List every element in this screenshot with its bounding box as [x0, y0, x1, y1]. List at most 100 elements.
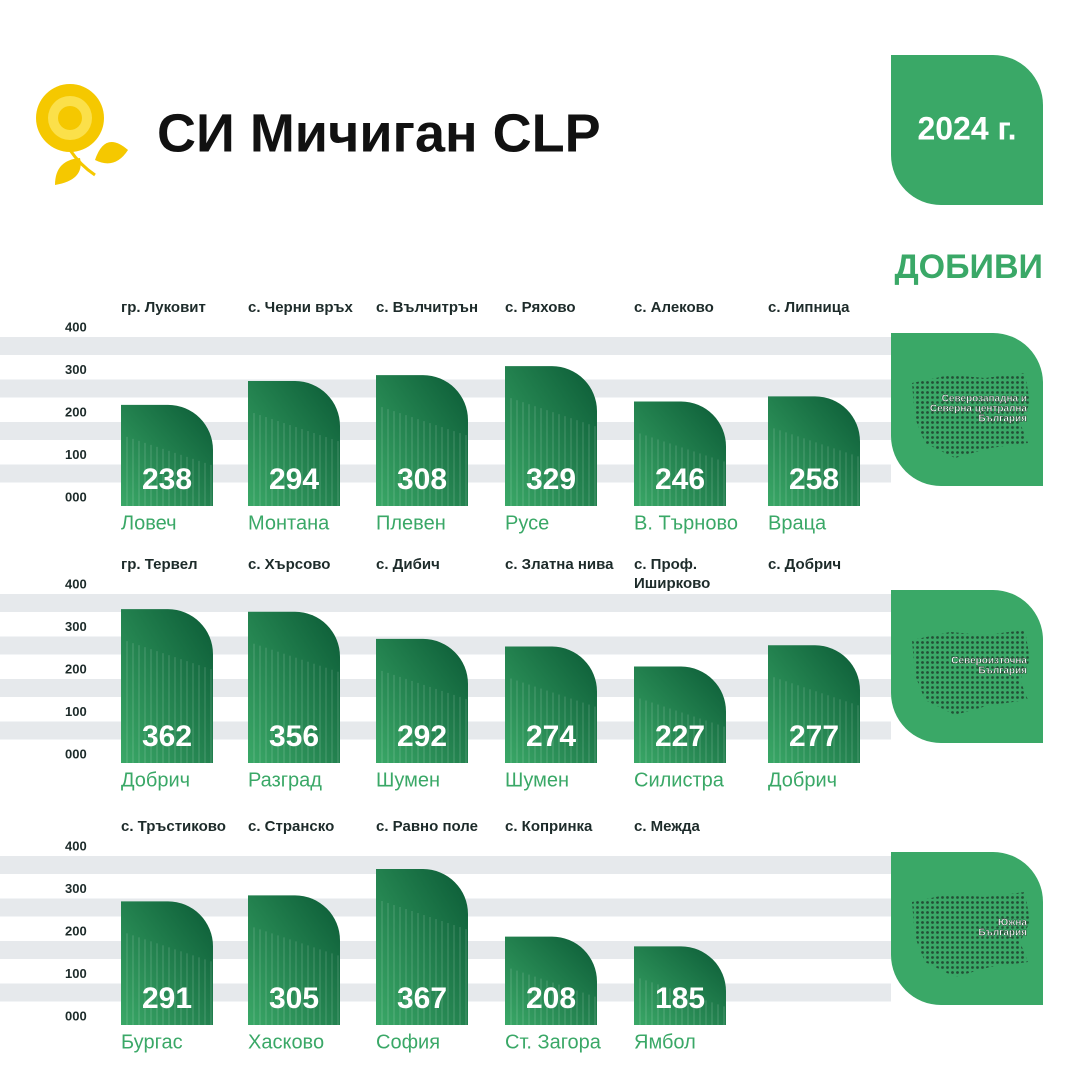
region-label: България	[978, 414, 1027, 425]
y-tick-label: 100	[65, 966, 87, 981]
value-label: 367	[397, 982, 447, 1015]
y-tick-label: 400	[65, 576, 87, 591]
bar	[768, 645, 860, 763]
y-tick-label: 300	[65, 881, 87, 896]
location-label: с. Черни връх	[248, 299, 353, 316]
year: 2024 г.	[917, 110, 1016, 146]
category-label: София	[376, 1031, 440, 1053]
bar	[768, 396, 860, 506]
location-fo: с. Липница	[768, 299, 850, 316]
region-label: България	[978, 928, 1027, 939]
location-fo: с. Проф. Иширково	[634, 556, 711, 592]
title: СИ Мичиган CLP	[157, 103, 601, 163]
y-tick-label: 400	[65, 319, 87, 334]
bar	[634, 946, 726, 1025]
location-label: с. Проф. Иширково	[634, 556, 711, 592]
location-label: с. Равно поле	[376, 818, 478, 835]
location-label: гр. Луковит	[121, 299, 206, 316]
value-label: 291	[142, 982, 192, 1015]
location-fo: с. Хърсово	[248, 556, 331, 573]
bar	[248, 895, 340, 1025]
category-label: Разград	[248, 769, 322, 791]
location-fo: с. Копринка	[505, 818, 592, 835]
bar	[248, 381, 340, 506]
section-title: ДОБИВИ	[894, 248, 1043, 286]
location-fo: с. Странско	[248, 818, 335, 835]
value-label: 238	[142, 463, 192, 496]
location-label: с. Липница	[768, 299, 850, 316]
value-label: 208	[526, 982, 576, 1015]
value-label: 294	[269, 463, 319, 496]
value-label: 246	[655, 463, 705, 496]
location-fo: с. Алеково	[634, 299, 714, 316]
category-label: Шумен	[505, 769, 569, 791]
y-tick-label: 000	[65, 489, 87, 504]
location-fo: с. Дибич	[376, 556, 440, 573]
location-fo: с. Златна нива	[505, 556, 614, 573]
location-label: с. Дибич	[376, 556, 440, 573]
value-label: 227	[655, 720, 705, 753]
bar	[634, 401, 726, 506]
year-badge	[891, 55, 1043, 205]
category-label: Добрич	[768, 769, 837, 791]
region-map	[912, 630, 1030, 715]
bar	[248, 611, 340, 763]
y-tick-label: 100	[65, 704, 87, 719]
category-label: Хасково	[248, 1031, 324, 1053]
location-label: с. Добрич	[768, 556, 842, 573]
category-label: Ямбол	[634, 1031, 696, 1053]
y-tick-label: 200	[65, 923, 87, 938]
y-tick-label: 000	[65, 1008, 87, 1023]
location-fo: с. Добрич	[768, 556, 842, 573]
bar	[505, 366, 597, 506]
location-fo: гр. Луковит	[121, 299, 206, 316]
category-label: Ст. Загора	[505, 1031, 602, 1053]
category-label: Ловеч	[121, 512, 177, 534]
location-label: с. Златна нива	[505, 556, 614, 573]
bar	[121, 901, 213, 1025]
value-label: 362	[142, 720, 192, 753]
location-label: с. Ряхово	[505, 299, 576, 316]
value-label: 308	[397, 463, 447, 496]
bar	[376, 869, 469, 1025]
y-tick-label: 100	[65, 447, 87, 462]
location-fo: с. Вълчитрън	[376, 299, 479, 316]
location-label: с. Хърсово	[248, 556, 331, 573]
category-label: Бургас	[121, 1031, 183, 1053]
y-tick-label: 300	[65, 619, 87, 634]
value-label: 356	[269, 720, 319, 753]
location-label: с. Странско	[248, 818, 335, 835]
bar	[505, 936, 597, 1025]
region-label: Южна	[998, 918, 1028, 929]
bar	[505, 646, 597, 763]
location-fo: с. Черни връх	[248, 299, 353, 316]
y-tick-label: 200	[65, 661, 87, 676]
location-fo: с. Равно поле	[376, 818, 478, 835]
value-label: 305	[269, 982, 319, 1015]
y-tick-label: 300	[65, 362, 87, 377]
region-map	[912, 892, 1030, 977]
y-tick-label: 200	[65, 404, 87, 419]
location-label: с. Вълчитрън	[376, 299, 479, 316]
value-label: 277	[789, 720, 839, 753]
region-label: Северна централна	[930, 404, 1028, 415]
location-fo: с. Тръстиково	[121, 818, 226, 835]
location-fo: с. Межда	[634, 818, 700, 835]
bar	[634, 666, 726, 763]
bar	[376, 375, 469, 506]
sunflower-icon	[36, 84, 128, 185]
location-label: гр. Тервел	[121, 556, 198, 573]
category-label: Русе	[505, 512, 549, 534]
category-label: В. Търново	[634, 512, 738, 534]
y-tick-label: 400	[65, 838, 87, 853]
value-label: 329	[526, 463, 576, 496]
y-tick-label: 000	[65, 746, 87, 761]
bar	[121, 609, 213, 763]
value-label: 292	[397, 720, 447, 753]
category-label: Враца	[768, 512, 827, 534]
category-label: Силистра	[634, 769, 725, 791]
location-label: с. Межда	[634, 818, 700, 835]
region-label: Северозападна и	[942, 394, 1027, 405]
value-label: 258	[789, 463, 839, 496]
